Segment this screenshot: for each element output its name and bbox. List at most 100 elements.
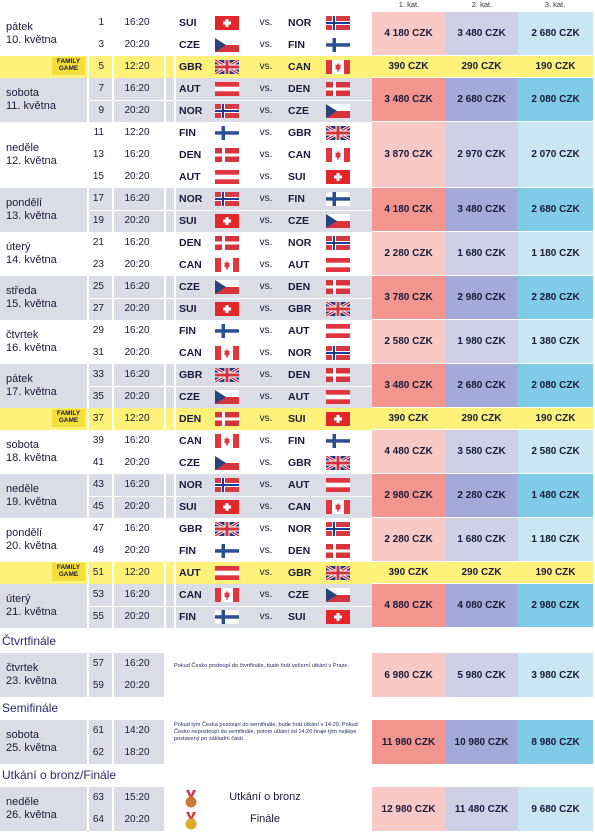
column-divider <box>87 562 89 584</box>
team-home: CAN <box>179 347 202 359</box>
day-row-band <box>0 562 372 584</box>
team-away: CAN <box>288 61 311 73</box>
versus-label: vs. <box>259 259 273 270</box>
match-time: 16:20 <box>124 523 150 534</box>
price-cat-1: 12 980 CZK <box>372 787 445 831</box>
day-name: neděle <box>6 483 40 495</box>
price-cat-3: 3 980 CZK <box>518 653 593 697</box>
team-home: DEN <box>179 413 202 425</box>
flag-gbr-icon <box>326 456 350 470</box>
match-divider <box>88 166 372 167</box>
playoff-band <box>0 720 164 764</box>
family-game-badge: FAMILY GAME <box>52 409 85 427</box>
column-divider <box>87 653 89 697</box>
match-divider <box>88 452 372 453</box>
flag-fin-icon <box>326 192 350 206</box>
flag-aut-icon <box>215 82 239 96</box>
team-home: CAN <box>179 589 202 601</box>
team-away: AUT <box>288 391 310 403</box>
price-cat-2: 290 CZK <box>445 56 518 77</box>
team-home: SUI <box>179 501 197 513</box>
match-time: 14:20 <box>124 725 150 736</box>
match-number: 13 <box>92 149 104 160</box>
versus-label: vs. <box>259 281 273 292</box>
versus-label: vs. <box>259 611 273 622</box>
price-cat-1: 3 780 CZK <box>372 276 445 319</box>
match-divider <box>88 496 372 497</box>
team-home: FIN <box>179 127 196 139</box>
match-number: 62 <box>92 747 104 758</box>
match-number: 17 <box>92 193 104 204</box>
column-divider <box>164 408 166 430</box>
price-cat-3: 8 980 CZK <box>518 720 593 764</box>
versus-label: vs. <box>259 391 273 402</box>
flag-den-icon <box>326 544 350 558</box>
day-date: 16. května <box>6 342 57 354</box>
team-home: SUI <box>179 215 197 227</box>
column-divider <box>174 56 176 78</box>
price-cat-1: 2 280 CZK <box>372 518 445 561</box>
match-time: 12:20 <box>124 61 150 72</box>
versus-label: vs. <box>259 413 273 424</box>
price-cat-2: 2 980 CZK <box>445 276 518 319</box>
price-cat-3: 2 080 CZK <box>518 364 593 407</box>
price-cat-1: 2 980 CZK <box>372 474 445 517</box>
price-cat-2: 3 480 CZK <box>445 12 518 55</box>
price-cat-2: 1 980 CZK <box>445 320 518 363</box>
flag-den-icon <box>326 82 350 96</box>
price-cat-2: 10 980 CZK <box>445 720 518 764</box>
flag-gbr-icon <box>326 302 350 316</box>
price-cat-3: 1 480 CZK <box>518 474 593 517</box>
team-away: CZE <box>288 215 309 227</box>
day-date: 17. května <box>6 386 57 398</box>
column-divider <box>87 720 89 764</box>
flag-den-icon <box>326 280 350 294</box>
match-time: 12:20 <box>124 127 150 138</box>
price-cat-2: 2 680 CZK <box>445 78 518 121</box>
playoff-band <box>0 787 164 831</box>
price-cat-3: 9 680 CZK <box>518 787 593 831</box>
match-number: 23 <box>92 259 104 270</box>
flag-sui-icon <box>215 214 239 228</box>
versus-label: vs. <box>259 237 273 248</box>
team-away: DEN <box>288 281 311 293</box>
team-away: GBR <box>288 303 312 315</box>
day-name: úterý <box>6 241 31 253</box>
flag-fin-icon <box>326 38 350 52</box>
gold-medal-icon <box>180 812 202 830</box>
match-divider <box>88 254 372 255</box>
team-away: AUT <box>288 479 310 491</box>
day-name: čtvrtek <box>6 662 39 674</box>
price-cat-1: 2 280 CZK <box>372 232 445 275</box>
team-away: FIN <box>288 39 305 51</box>
flag-can-icon <box>215 588 239 602</box>
price-cat-2: 3 580 CZK <box>445 430 518 473</box>
flag-nor-icon <box>326 346 350 360</box>
day-name: pondělí <box>6 527 43 539</box>
day-date: 11. května <box>6 100 56 112</box>
column-divider <box>87 408 89 430</box>
match-time: 16:20 <box>124 325 150 336</box>
column-divider <box>87 56 89 78</box>
flag-sui-icon <box>215 302 239 316</box>
flag-nor-icon <box>215 478 239 492</box>
match-number: 21 <box>92 237 104 248</box>
column-divider <box>164 122 166 188</box>
team-away: DEN <box>288 369 311 381</box>
versus-label: vs. <box>259 347 273 358</box>
flag-cze-icon <box>326 104 350 118</box>
match-time: 20:20 <box>124 259 150 270</box>
match-number: 3 <box>98 39 104 50</box>
price-cat-3: 2 980 CZK <box>518 584 593 627</box>
final-match-label: Utkání o bronz <box>229 791 301 803</box>
flag-can-icon <box>215 434 239 448</box>
versus-label: vs. <box>259 83 273 94</box>
match-time: 16:20 <box>124 589 150 600</box>
column-divider <box>112 787 114 831</box>
match-number: 43 <box>92 479 104 490</box>
price-cat-1: 390 CZK <box>372 562 445 583</box>
flag-cze-icon <box>215 280 239 294</box>
flag-cze-icon <box>215 456 239 470</box>
day-date: 18. května <box>6 452 57 464</box>
flag-can-icon <box>326 60 350 74</box>
